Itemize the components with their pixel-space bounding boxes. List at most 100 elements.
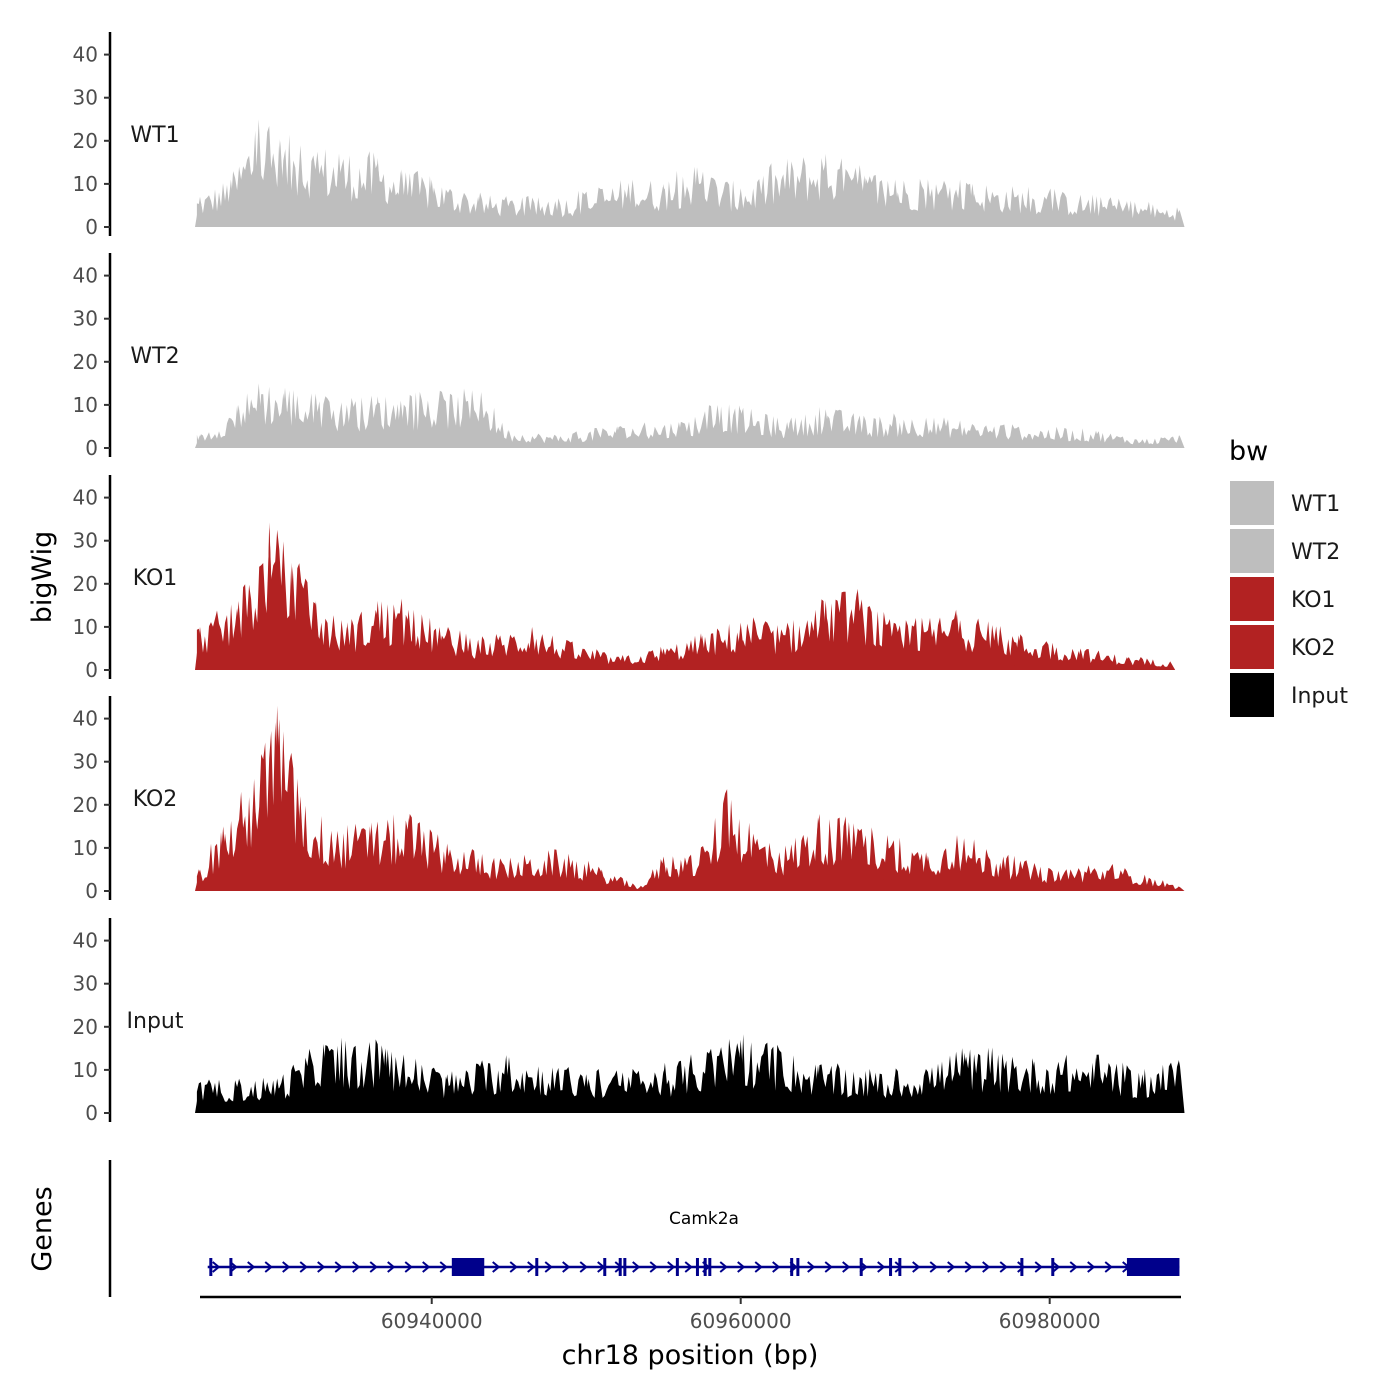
- y-tick-label: 10: [73, 1058, 98, 1082]
- genes-track-label: Genes: [27, 1186, 58, 1271]
- peak-input: [1174, 1061, 1185, 1113]
- legend-label-input: Input: [1291, 684, 1348, 709]
- strand-arrow: [527, 1261, 536, 1273]
- peak-wt1: [295, 145, 306, 227]
- peak-ko2: [658, 856, 669, 891]
- peak-ko2: [921, 852, 932, 891]
- peak-wt2: [341, 404, 352, 448]
- strand-arrow: [1087, 1261, 1096, 1273]
- strand-arrow: [387, 1261, 396, 1273]
- peak-ko2: [249, 778, 260, 891]
- peak-ko1: [952, 614, 962, 670]
- peak-ko2: [774, 852, 785, 891]
- strand-arrow: [877, 1261, 886, 1273]
- peak-ko2: [218, 826, 229, 891]
- strand-arrow: [509, 1261, 518, 1273]
- peak-wt1: [1044, 192, 1055, 227]
- y-tick-label: 40: [73, 929, 98, 953]
- y-tick-label: 10: [73, 615, 98, 639]
- track-label-wt2: WT2: [130, 344, 179, 369]
- strand-arrow: [982, 1261, 991, 1273]
- peak-wt1: [1121, 201, 1132, 227]
- y-tick-label: 20: [73, 793, 98, 817]
- peak-ko2: [403, 817, 414, 891]
- exon: [695, 1258, 699, 1276]
- peak-ko1: [287, 566, 298, 670]
- y-tick-label: 20: [73, 129, 98, 153]
- peak-ko1: [310, 601, 321, 670]
- peak-ko1: [1075, 648, 1086, 670]
- peak-ko1: [1121, 657, 1132, 670]
- peak-wt2: [550, 435, 561, 448]
- strand-arrow: [1052, 1261, 1061, 1273]
- peak-ko1: [1165, 661, 1176, 670]
- track-label-ko1: KO1: [133, 566, 178, 591]
- track-ko1: 0 10 20 30 40 KO1: [73, 475, 1176, 682]
- peak-ko2: [496, 860, 507, 891]
- strand-arrow: [964, 1261, 973, 1273]
- strand-arrow: [404, 1261, 413, 1273]
- peak-wt1: [689, 166, 700, 227]
- y-tick-label: 30: [73, 750, 98, 774]
- strand-arrow: [317, 1261, 326, 1273]
- legend-label-wt2: WT2: [1291, 540, 1340, 565]
- peak-ko2: [882, 835, 893, 891]
- peak-ko1: [782, 626, 793, 670]
- peak-wt2: [859, 417, 870, 448]
- y-tick-label: 20: [73, 1015, 98, 1039]
- coverage-tracks: 0 10 20 30 40 WT1 0 10 20 30 40 WT2 0 10 20 30 40 KO1 0 10 2…: [73, 32, 1185, 1125]
- y-tick-label: 20: [73, 572, 98, 596]
- y-tick-label: 30: [73, 972, 98, 996]
- peak-input: [658, 1069, 669, 1113]
- strand-arrow: [737, 1261, 746, 1273]
- peak-input: [380, 1048, 391, 1113]
- peak-ko1: [820, 601, 831, 670]
- exon: [535, 1258, 539, 1276]
- coding-block: [1126, 1258, 1180, 1276]
- track-ko2: 0 10 20 30 40 KO2: [73, 696, 1185, 903]
- peak-ko2: [272, 705, 283, 891]
- peak-ko1: [565, 644, 576, 670]
- peak-wt1: [627, 179, 638, 227]
- y-tick-label: 0: [85, 215, 98, 239]
- peak-wt1: [890, 179, 901, 227]
- peak-ko1: [473, 639, 484, 670]
- peak-ko1: [434, 626, 445, 670]
- strand-arrow: [264, 1261, 273, 1273]
- peak-ko2: [1174, 886, 1185, 891]
- strand-arrow: [1017, 1261, 1026, 1273]
- coverage-area-wt2: [196, 386, 1180, 448]
- track-wt2: 0 10 20 30 40 WT2: [73, 253, 1185, 460]
- y-tick-label: 10: [73, 393, 98, 417]
- coding-block: [451, 1258, 485, 1276]
- peak-wt2: [233, 404, 244, 448]
- strand-arrow: [754, 1261, 763, 1273]
- peak-ko1: [697, 635, 708, 670]
- legend-swatch-wt1: [1228, 479, 1276, 527]
- x-axis-title: chr18 position (bp): [562, 1340, 819, 1371]
- strand-arrow: [422, 1261, 431, 1273]
- peak-ko1: [341, 626, 352, 670]
- peak-wt1: [859, 175, 870, 227]
- peak-wt1: [550, 201, 561, 227]
- peak-wt1: [395, 171, 406, 227]
- peak-ko2: [1044, 869, 1055, 891]
- legend: bw WT1 WT2 KO1 KO2 Input: [1228, 436, 1348, 719]
- strand-arrow: [947, 1261, 956, 1273]
- strand-arrow: [282, 1261, 291, 1273]
- legend-label-ko1: KO1: [1291, 588, 1336, 613]
- peak-wt2: [921, 417, 932, 448]
- peak-wt2: [673, 422, 684, 448]
- coverage-area-ko2: [196, 719, 1180, 891]
- peak-wt1: [735, 188, 746, 227]
- y-tick-label: 30: [73, 307, 98, 331]
- x-tick-label: 60980000: [999, 1309, 1101, 1333]
- peak-wt2: [504, 430, 514, 448]
- exon: [229, 1258, 233, 1276]
- peak-wt1: [225, 179, 236, 227]
- peak-ko2: [295, 796, 306, 891]
- peak-wt1: [1174, 209, 1185, 227]
- peak-wt2: [712, 404, 723, 448]
- exon: [889, 1258, 893, 1276]
- strand-arrow: [912, 1261, 921, 1273]
